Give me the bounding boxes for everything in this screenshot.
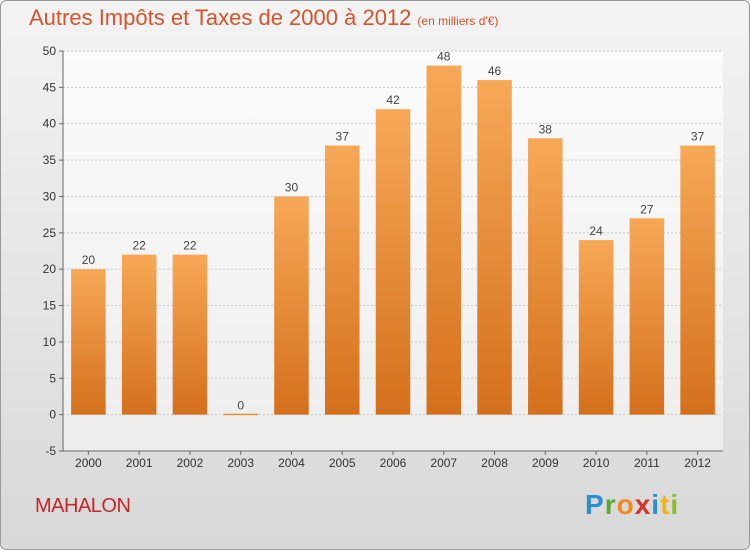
tick-labels: -5 0 5 10 15 20 25 30 35 40 45 50 2000 2001 2002 2003 20… xyxy=(43,44,712,470)
data-label-2009: 38 xyxy=(539,122,553,136)
bar-2002 xyxy=(172,254,208,415)
chart-title-text: Autres Impôts et Taxes de 2000 à 2012 xyxy=(29,5,412,30)
y-tick-label: 30 xyxy=(43,189,57,203)
x-tick-label-2007: 2007 xyxy=(430,456,457,470)
y-tick-label: 20 xyxy=(43,262,57,276)
data-label-2000: 20 xyxy=(82,253,96,267)
x-tick-label-2005: 2005 xyxy=(329,456,356,470)
y-tick-label: 5 xyxy=(49,371,56,385)
y-tick-label: 50 xyxy=(43,44,57,58)
chart-unit: (en milliers d'€) xyxy=(417,14,499,28)
proxiti-logo: Proxiti xyxy=(585,489,679,521)
y-tick-label: 10 xyxy=(43,335,57,349)
bar-2007 xyxy=(426,65,462,415)
logo-letter: i xyxy=(651,489,661,520)
x-tick-label-2012: 2012 xyxy=(684,456,711,470)
axes xyxy=(59,50,723,455)
y-tick-label: 35 xyxy=(43,153,57,167)
data-label-2005: 37 xyxy=(336,130,350,144)
y-tick-label: -5 xyxy=(45,444,56,458)
x-tick-label-2006: 2006 xyxy=(380,456,407,470)
x-tick-label-2010: 2010 xyxy=(583,456,610,470)
data-label-2012: 37 xyxy=(691,130,705,144)
bar-2008 xyxy=(477,80,512,415)
chart-title: Autres Impôts et Taxes de 2000 à 2012 (en… xyxy=(29,5,498,31)
bar-2011 xyxy=(629,218,665,415)
x-tick-label-2004: 2004 xyxy=(278,456,305,470)
data-label-2001: 22 xyxy=(132,239,146,253)
commune-name: MAHALON xyxy=(35,495,131,517)
logo-letter: i xyxy=(670,489,680,520)
data-label-2006: 42 xyxy=(386,93,400,107)
data-label-2008: 46 xyxy=(488,64,502,78)
data-label-2010: 24 xyxy=(589,224,603,238)
data-labels: 20 22 22 0 30 37 42 48 46 38 24 27 37 xyxy=(82,50,705,413)
bar-2004 xyxy=(274,196,309,415)
logo-letter: r xyxy=(604,489,617,520)
bar-2006 xyxy=(375,109,411,415)
logo-letter: x xyxy=(634,489,652,520)
bar-2001 xyxy=(121,254,157,415)
logo-letter: t xyxy=(660,489,671,520)
logo-letter: P xyxy=(585,489,605,520)
y-tick-label: 45 xyxy=(43,80,57,94)
y-tick-label: 40 xyxy=(43,117,57,131)
y-tick-label: 15 xyxy=(43,299,57,313)
x-tick-label-2002: 2002 xyxy=(177,456,204,470)
data-label-2004: 30 xyxy=(285,180,299,194)
logo-letter: o xyxy=(616,489,635,520)
y-tick-label: 0 xyxy=(49,408,56,422)
bar-2010 xyxy=(578,240,614,415)
y-tick-label: 25 xyxy=(43,226,57,240)
bar-2005 xyxy=(324,145,360,415)
data-label-2007: 48 xyxy=(437,50,451,64)
x-tick-label-2011: 2011 xyxy=(634,456,660,470)
bar-2009 xyxy=(528,138,563,415)
x-tick-label-2003: 2003 xyxy=(227,456,254,470)
x-tick-label-2009: 2009 xyxy=(532,456,559,470)
bar-2000 xyxy=(71,269,106,415)
bars xyxy=(71,65,715,416)
x-tick-label-2000: 2000 xyxy=(75,456,102,470)
x-tick-label-2008: 2008 xyxy=(481,456,508,470)
bar-2003 xyxy=(223,413,258,416)
data-label-2011: 27 xyxy=(640,202,654,216)
data-label-2002: 22 xyxy=(183,239,197,253)
bar-2012 xyxy=(680,145,715,415)
data-label-2003: 0 xyxy=(237,399,244,413)
x-tick-label-2001: 2001 xyxy=(126,456,153,470)
